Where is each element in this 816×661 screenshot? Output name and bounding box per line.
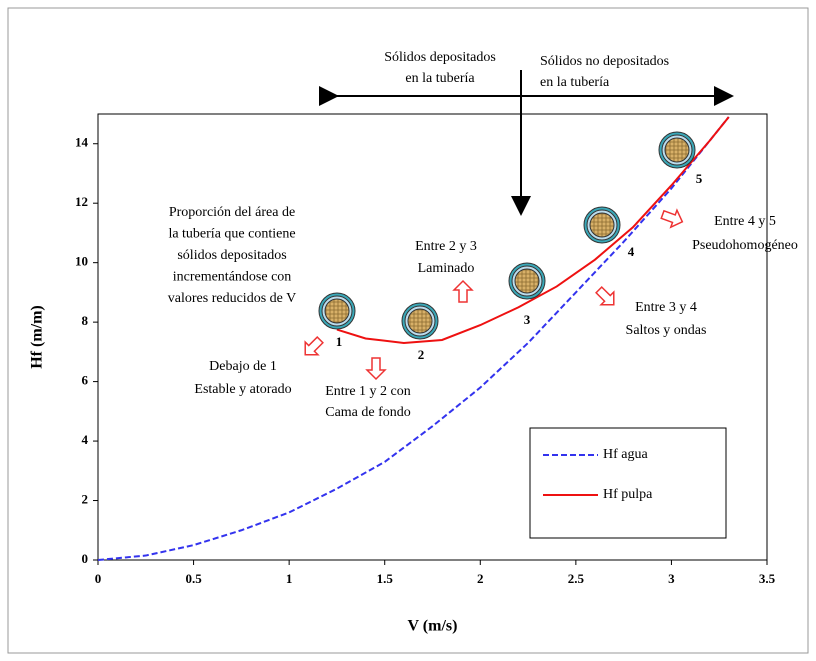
flow-arrow	[660, 206, 686, 230]
flow-arrow	[299, 334, 327, 362]
y-tick-label: 4	[82, 432, 89, 447]
flow-arrow	[593, 284, 621, 312]
annotation: Entre 1 y 2 con	[325, 384, 411, 399]
x-axis-label: V (m/s)	[408, 618, 458, 635]
x-tick-label: 1.5	[377, 571, 394, 586]
y-axis-label: Hf (m/m)	[29, 305, 46, 369]
annotation: la tubería que contiene	[168, 227, 295, 242]
point-label: 3	[524, 312, 531, 327]
y-tick-label: 14	[75, 135, 89, 150]
annotation: valores reducidos de V	[168, 291, 296, 306]
y-tick-label: 6	[82, 373, 89, 388]
chart: 0246810121400.511.522.533.5V (m/s)Hf (m/…	[0, 0, 816, 661]
annotation: Sólidos no depositados	[540, 54, 669, 69]
x-tick-label: 3	[668, 571, 675, 586]
point-label: 2	[418, 347, 425, 362]
annotation: incrementándose con	[173, 270, 292, 285]
x-tick-label: 0.5	[185, 571, 202, 586]
annotation: Estable y atorado	[194, 382, 291, 397]
annotation: en la tubería	[540, 75, 610, 90]
flow-arrow	[454, 281, 472, 302]
x-tick-label: 2	[477, 571, 484, 586]
point-label: 1	[336, 334, 343, 349]
annotation: Saltos y ondas	[626, 323, 707, 338]
annotation: Entre 4 y 5	[714, 214, 776, 229]
y-tick-label: 8	[82, 313, 89, 328]
pipe-solids	[590, 213, 614, 237]
annotation: Cama de fondo	[325, 405, 411, 420]
y-tick-label: 10	[75, 254, 88, 269]
annotation: Sólidos depositados	[384, 50, 496, 65]
annotation: Laminado	[418, 261, 475, 276]
point-label: 5	[696, 171, 703, 186]
y-tick-label: 12	[75, 194, 88, 209]
legend-label: Hf agua	[603, 447, 648, 462]
annotation: sólidos depositados	[177, 248, 286, 263]
y-tick-label: 2	[82, 492, 89, 507]
annotation: Pseudohomogéneo	[692, 238, 798, 253]
y-tick-label: 0	[82, 551, 89, 566]
x-tick-label: 1	[286, 571, 293, 586]
point-label: 4	[628, 244, 635, 259]
annotation: Proporción del área de	[169, 205, 295, 220]
annotation: Debajo de 1	[209, 359, 277, 374]
x-tick-label: 2.5	[568, 571, 585, 586]
pipe-solids	[325, 299, 349, 323]
x-tick-label: 3.5	[759, 571, 776, 586]
pipe-solids	[665, 138, 689, 162]
legend	[530, 428, 726, 538]
flow-arrow	[367, 358, 385, 379]
annotation: en la tubería	[405, 71, 475, 86]
legend-label: Hf pulpa	[603, 487, 653, 502]
x-tick-label: 0	[95, 571, 102, 586]
pipe-solids	[515, 269, 539, 293]
annotation: Entre 2 y 3	[415, 239, 477, 254]
annotation: Entre 3 y 4	[635, 300, 697, 315]
pipe-solids	[408, 309, 432, 333]
